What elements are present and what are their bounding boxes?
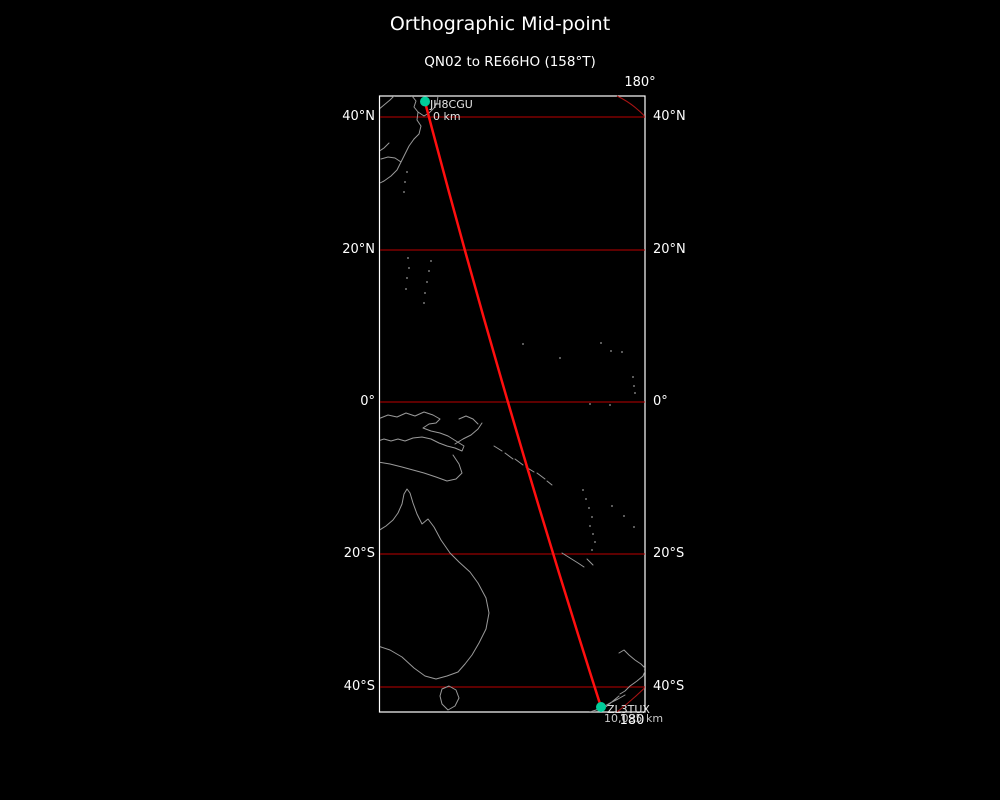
coastline-japan-sea — [380, 142, 390, 152]
coastlines — [380, 96, 645, 712]
graticule-meridian-180 — [616, 95, 645, 713]
coastline-new-caledonia — [561, 552, 594, 568]
coastline-sakhalin — [380, 96, 395, 109]
coastline-new-ireland — [458, 415, 479, 425]
origin-distance-label: 0 km — [433, 110, 461, 123]
tick-right-40n: 40°N — [653, 109, 686, 124]
tick-left-40s: 40°S — [343, 679, 375, 694]
island-dots — [403, 171, 636, 551]
meridian-180-top-arc — [616, 95, 645, 117]
page-title: Orthographic Mid-point — [389, 13, 611, 35]
coastline-new-guinea — [380, 411, 465, 452]
meridian-label-top: 180° — [624, 75, 656, 90]
destination-distance-label: 10,035 km — [604, 712, 664, 725]
tick-left-20s: 20°S — [343, 546, 375, 561]
destination-marker — [596, 702, 606, 712]
tick-right-20n: 20°N — [653, 242, 686, 257]
coastline-tasmania — [439, 685, 460, 711]
meridian-label-bottom: 180 — [619, 713, 645, 728]
tick-left-0: 0° — [360, 394, 375, 409]
page-subtitle: QN02 to RE66HO (158°T) — [424, 54, 596, 70]
coastline-papua-south — [380, 454, 463, 482]
tick-right-40s: 40°S — [653, 679, 685, 694]
tick-left-20n: 20°N — [342, 242, 375, 257]
coastline-nz-south-island — [589, 694, 626, 712]
coastline-australia — [380, 488, 490, 680]
origin-marker — [420, 96, 430, 107]
meridian-180-bottom-arc — [616, 687, 645, 713]
tick-right-0: 0° — [653, 394, 668, 409]
origin-callsign-label: JH8CGU — [430, 98, 473, 111]
coastline-new-britain — [454, 422, 483, 445]
coastline-solomons — [493, 445, 553, 486]
map-frame — [378, 95, 646, 713]
graticule-parallels — [380, 116, 645, 688]
tick-right-20s: 20°S — [653, 546, 685, 561]
coastline-nz-north-island — [618, 649, 645, 695]
coastline-hokkaido-south — [413, 111, 422, 140]
tick-left-40n: 40°N — [342, 109, 375, 124]
coastline-honshu — [380, 138, 415, 184]
coastline-honshu-west — [380, 156, 402, 163]
great-circle-path — [423, 101, 603, 708]
coastline-hokkaido — [411, 96, 439, 117]
destination-callsign-label: ZL3TUX — [607, 703, 650, 716]
